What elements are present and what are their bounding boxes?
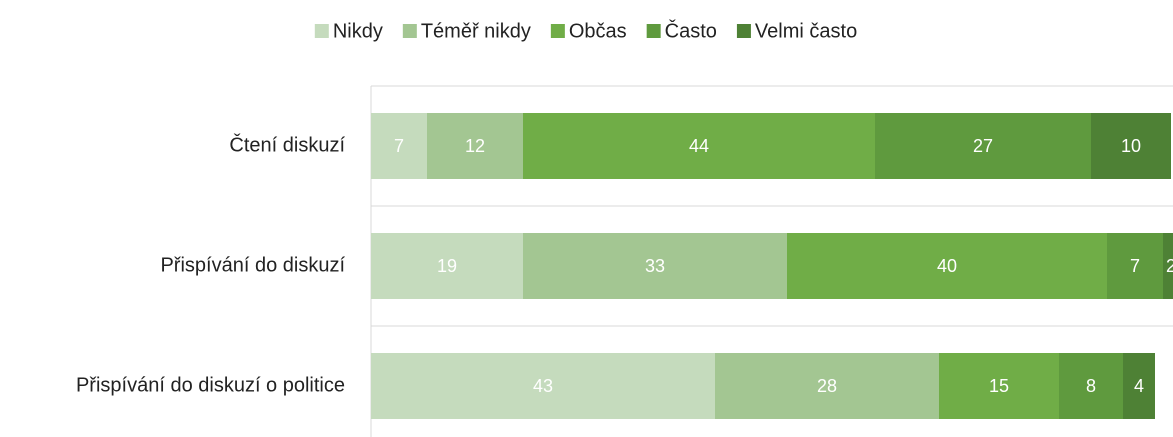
legend-label: Téměř nikdy bbox=[421, 20, 531, 42]
category-label: Přispívání do diskuzí o politice bbox=[76, 374, 345, 396]
value-label: 8 bbox=[1086, 376, 1096, 396]
bar-segment bbox=[371, 233, 523, 299]
value-label: 43 bbox=[533, 376, 553, 396]
legend-label: Občas bbox=[569, 20, 627, 42]
category-label: Přispívání do diskuzí bbox=[160, 254, 345, 276]
value-label: 7 bbox=[1130, 256, 1140, 276]
value-label: 44 bbox=[689, 136, 709, 156]
value-label: 12 bbox=[465, 136, 485, 156]
bar-segment bbox=[1163, 233, 1173, 299]
bar-segment bbox=[875, 113, 1091, 179]
bar-segment bbox=[715, 353, 939, 419]
value-label: 15 bbox=[989, 376, 1009, 396]
value-label: 10 bbox=[1121, 136, 1141, 156]
value-label: 2 bbox=[1166, 256, 1173, 276]
legend-label: Často bbox=[665, 19, 717, 42]
bar-segment bbox=[1107, 233, 1163, 299]
bar-segment bbox=[427, 113, 523, 179]
value-label: 33 bbox=[645, 256, 665, 276]
bar-segment bbox=[1091, 113, 1171, 179]
legend: Nikdy Téměř nikdy Občas Často Velmi často bbox=[314, 19, 857, 42]
legend-swatch bbox=[402, 24, 417, 38]
bar-segment bbox=[523, 233, 787, 299]
bar-segment bbox=[523, 113, 875, 179]
value-label: 27 bbox=[973, 136, 993, 156]
bar-segment bbox=[1059, 353, 1123, 419]
bar-segment bbox=[787, 233, 1107, 299]
bar-segment bbox=[371, 353, 715, 419]
bar-segment bbox=[939, 353, 1059, 419]
legend-label: Nikdy bbox=[333, 20, 383, 42]
legend-label: Velmi často bbox=[755, 20, 857, 42]
value-label: 40 bbox=[937, 256, 957, 276]
value-label: 7 bbox=[394, 136, 404, 156]
value-label: 28 bbox=[817, 376, 837, 396]
legend-swatch bbox=[550, 24, 565, 38]
bar-segment bbox=[371, 113, 427, 179]
category-label: Čtení diskuzí bbox=[229, 133, 345, 156]
legend-swatch bbox=[646, 24, 661, 38]
bar-segment bbox=[1123, 353, 1155, 419]
legend-swatch bbox=[314, 24, 329, 38]
legend-swatch bbox=[736, 24, 751, 38]
value-label: 19 bbox=[437, 256, 457, 276]
value-label: 4 bbox=[1134, 376, 1144, 396]
